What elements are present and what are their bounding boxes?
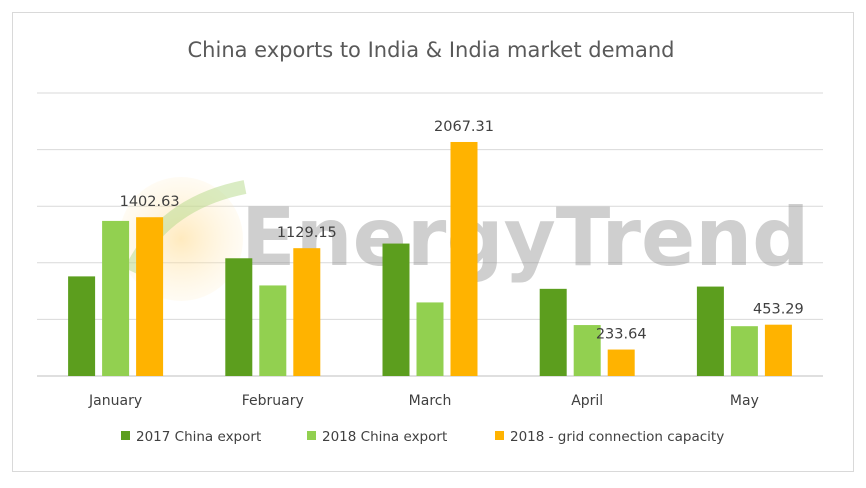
- x-tick-label: April: [571, 393, 603, 409]
- bar-2-0: [136, 217, 164, 376]
- bar-1-1: [259, 285, 287, 376]
- bar-0-3: [539, 288, 567, 376]
- data-label: 1402.63: [120, 194, 180, 210]
- data-labels-group: 1402.63 1129.15 2067.31 233.64 453.29: [120, 119, 804, 343]
- bar-0-4: [696, 286, 724, 376]
- legend-swatch: [307, 431, 316, 440]
- legend-label: 2018 - grid connection capacity: [510, 429, 724, 445]
- bar-1-4: [730, 326, 758, 376]
- data-label: 233.64: [596, 327, 647, 343]
- bar-2-3: [607, 349, 635, 376]
- bar-0-0: [68, 276, 96, 376]
- bar-2-2: [450, 141, 478, 376]
- x-tick-label: March: [409, 393, 452, 409]
- bar-1-2: [416, 302, 444, 376]
- x-tick-label: May: [730, 393, 759, 409]
- watermark: EnergyTrend: [119, 177, 809, 301]
- bar-chart: China exports to India & India market de…: [37, 38, 823, 445]
- x-axis-ticks: January February March April May: [88, 393, 759, 409]
- data-label: 453.29: [753, 302, 804, 318]
- x-tick-label: January: [88, 393, 142, 409]
- legend-swatch: [495, 431, 504, 440]
- legend: 2017 China export 2018 China export 2018 -…: [121, 429, 724, 445]
- data-label: 2067.31: [434, 119, 494, 135]
- bar-0-1: [225, 258, 253, 376]
- bar-2-4: [764, 324, 792, 376]
- bar-0-2: [382, 243, 410, 376]
- legend-swatch: [121, 431, 130, 440]
- bar-1-0: [102, 220, 130, 376]
- data-label: 1129.15: [277, 225, 337, 241]
- bar-1-3: [573, 325, 601, 376]
- legend-label: 2018 China export: [322, 429, 447, 445]
- bars-group: [68, 141, 792, 376]
- watermark-text: EnergyTrend: [241, 191, 809, 284]
- bar-2-1: [293, 248, 321, 376]
- x-tick-label: February: [242, 393, 304, 409]
- legend-label: 2017 China export: [136, 429, 261, 445]
- chart-frame: China exports to India & India market de…: [12, 12, 854, 472]
- chart-title: China exports to India & India market de…: [188, 38, 675, 62]
